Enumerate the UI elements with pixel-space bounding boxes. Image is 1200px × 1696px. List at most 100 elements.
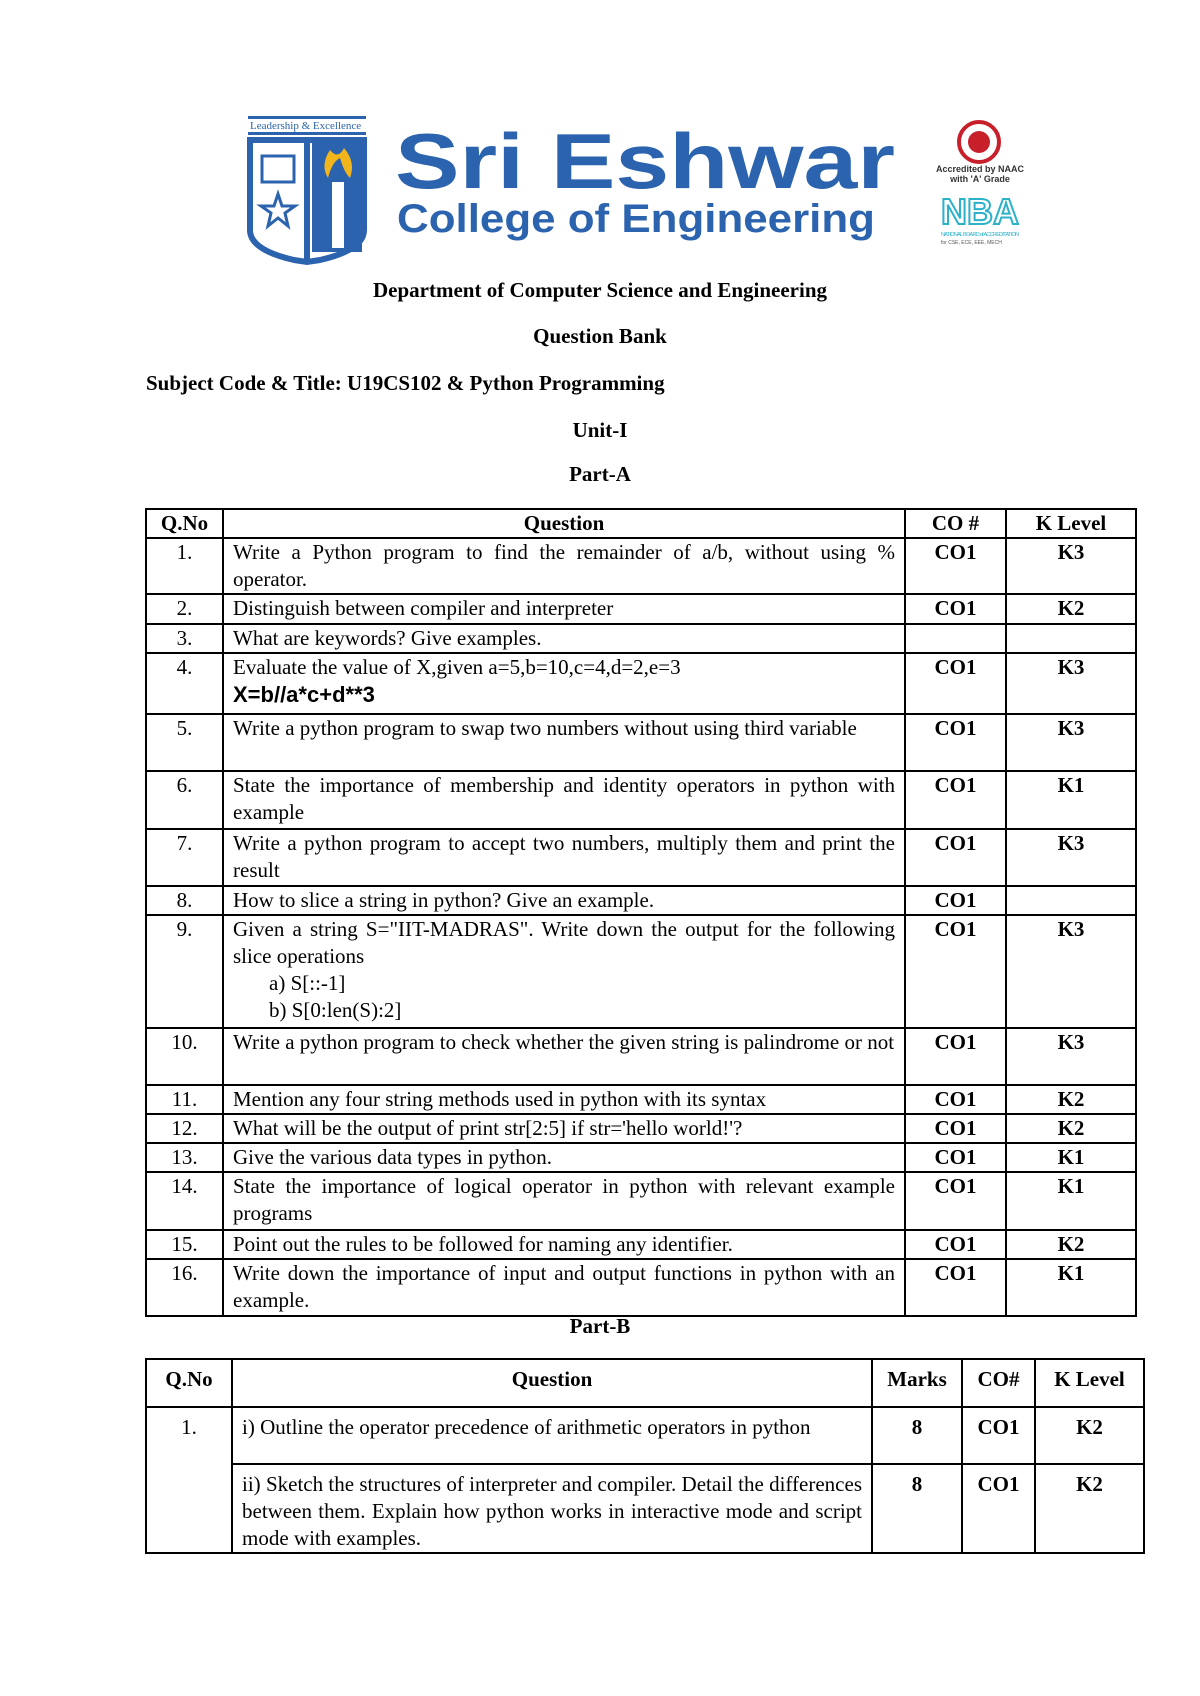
logo-tagline: Leadership & Excellence (250, 120, 361, 132)
question-text: What are keywords? Give examples. (233, 626, 542, 650)
course-outcome (904, 623, 1007, 654)
college-logo: Leadership & Excellence Sri Eshwar Colle… (247, 116, 895, 266)
question-text: Write a Python program to find the remai… (233, 540, 895, 591)
question-cell: Write a python program to check whether … (222, 1027, 906, 1086)
question-text: What will be the output of print str[2:5… (233, 1116, 743, 1140)
table-row: 11. Mention any four string methods used … (145, 1084, 1137, 1115)
question-number: 1. (145, 537, 224, 595)
knowledge-level: K3 (1005, 652, 1137, 715)
knowledge-level: K1 (1005, 1142, 1137, 1173)
column-header-qno: Q.No (145, 508, 224, 539)
question-cell: What are keywords? Give examples. (222, 623, 906, 654)
part-b-heading: Part-B (569, 1314, 631, 1338)
course-outcome: CO1 (961, 1463, 1036, 1554)
question-text: Given a string S="IIT-MADRAS". Write dow… (233, 917, 895, 968)
course-outcome: CO1 (904, 770, 1007, 830)
naac-text: Accredited by NAAC with 'A' Grade (935, 164, 1025, 184)
question-number: 1. (145, 1406, 233, 1554)
part-b-header-row: Q.No Question Marks CO# K Level (145, 1358, 1145, 1408)
course-outcome: CO1 (904, 652, 1007, 715)
part-b-table: Q.No Question Marks CO# K Level 1. i) Out… (145, 1358, 1145, 1554)
table-row: 10. Write a python program to check wheth… (145, 1027, 1137, 1086)
course-outcome: CO1 (904, 1258, 1007, 1317)
knowledge-level: K1 (1005, 1258, 1137, 1317)
table-row: 4. Evaluate the value of X,given a=5,b=10… (145, 652, 1137, 715)
nba-subtext: for CSE, ECE, EEE, MECH (941, 240, 1002, 246)
question-text: State the importance of logical operator… (233, 1174, 895, 1225)
course-outcome: CO1 (904, 914, 1007, 1029)
question-cell: What will be the output of print str[2:5… (222, 1113, 906, 1144)
question-number: 4. (145, 652, 224, 715)
knowledge-level: K2 (1034, 1406, 1145, 1465)
question-number: 12. (145, 1113, 224, 1144)
question-cell: How to slice a string in python? Give an… (222, 885, 906, 916)
table-row: 15. Point out the rules to be followed fo… (145, 1229, 1137, 1260)
course-outcome: CO1 (904, 1171, 1007, 1231)
logo-name-line2: College of Engineering (397, 197, 875, 241)
course-outcome: CO1 (904, 593, 1007, 625)
part-a-heading: Part-A (569, 462, 631, 486)
question-cell: Write a python program to accept two num… (222, 828, 906, 887)
column-header-question: Question (222, 508, 906, 539)
table-row: 9. Given a string S="IIT-MADRAS". Write d… (145, 914, 1137, 1029)
question-cell: Distinguish between compiler and interpr… (222, 593, 906, 625)
question-number: 11. (145, 1084, 224, 1115)
question-text: Distinguish between compiler and interpr… (233, 596, 614, 620)
question-number: 15. (145, 1229, 224, 1260)
question-number: 5. (145, 713, 224, 772)
question-number: 2. (145, 593, 224, 625)
subject-line: Subject Code & Title: U19CS102 & Python … (146, 371, 665, 395)
column-header-co: CO # (904, 508, 1007, 539)
question-cell: Mention any four string methods used in … (222, 1084, 906, 1115)
question-text: Mention any four string methods used in … (233, 1087, 767, 1111)
question-number: 6. (145, 770, 224, 830)
knowledge-level: K1 (1005, 770, 1137, 830)
column-header-k-level: K Level (1005, 508, 1137, 539)
document-title: Question Bank (533, 324, 667, 348)
knowledge-level: K1 (1005, 1171, 1137, 1231)
course-outcome: CO1 (904, 1229, 1007, 1260)
column-header-co: CO# (961, 1358, 1036, 1408)
course-outcome: CO1 (904, 885, 1007, 916)
column-header-question: Question (231, 1358, 873, 1408)
question-text: Give the various data types in python. (233, 1145, 553, 1169)
table-row: 6. State the importance of membership and… (145, 770, 1137, 830)
nba-mark: NBA (941, 191, 1019, 232)
slice-option: a) S[::-1] (269, 971, 346, 995)
table-row: 2. Distinguish between compiler and inter… (145, 593, 1137, 625)
course-outcome: CO1 (904, 1027, 1007, 1086)
question-formula: X=b//a*c+d**3 (233, 682, 375, 707)
question-cell: Point out the rules to be followed for n… (222, 1229, 906, 1260)
knowledge-level: K3 (1005, 828, 1137, 887)
question-number: 16. (145, 1258, 224, 1317)
knowledge-level: K2 (1005, 1084, 1137, 1115)
question-cell: State the importance of membership and i… (222, 770, 906, 830)
table-row: 12. What will be the output of print str[… (145, 1113, 1137, 1144)
knowledge-level (1005, 623, 1137, 654)
question-number: 10. (145, 1027, 224, 1086)
question-cell: Write a Python program to find the remai… (222, 537, 906, 595)
question-number: 7. (145, 828, 224, 887)
unit-heading: Unit-I (572, 418, 628, 442)
shield-emblem-icon (247, 116, 367, 266)
course-outcome: CO1 (904, 1113, 1007, 1144)
question-cell: Write a python program to swap two numbe… (222, 713, 906, 772)
knowledge-level: K3 (1005, 537, 1137, 595)
question-cell: Write down the importance of input and o… (222, 1258, 906, 1317)
marks: 8 (871, 1406, 963, 1465)
question-number: 3. (145, 623, 224, 654)
question-text: Write a python program to check whether … (233, 1030, 895, 1054)
course-outcome: CO1 (904, 1142, 1007, 1173)
knowledge-level: K2 (1005, 1229, 1137, 1260)
department-heading: Department of Computer Science and Engin… (373, 278, 827, 302)
question-text: Point out the rules to be followed for n… (233, 1232, 733, 1256)
question-cell: Give the various data types in python. (222, 1142, 906, 1173)
table-row: 13. Give the various data types in python… (145, 1142, 1137, 1173)
column-header-k-level: K Level (1034, 1358, 1145, 1408)
question-number: 13. (145, 1142, 224, 1173)
question-text: ii) Sketch the structures of interpreter… (231, 1463, 873, 1554)
question-text: How to slice a string in python? Give an… (233, 888, 655, 912)
logo-name-line1: Sri Eshwar (395, 117, 895, 205)
naac-seal-icon (957, 120, 1001, 164)
knowledge-level: K2 (1005, 593, 1137, 625)
